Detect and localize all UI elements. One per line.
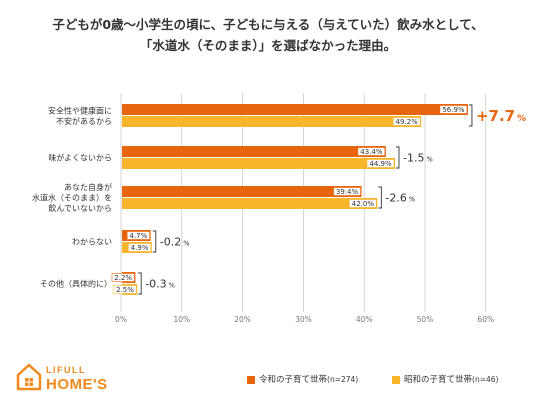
data-label: 2.5% bbox=[116, 286, 134, 294]
difference-label: +7.7% bbox=[476, 107, 526, 125]
data-label-box bbox=[113, 285, 137, 294]
data-label: 39.4% bbox=[336, 188, 359, 196]
x-tick-label: 60% bbox=[477, 315, 494, 324]
data-label: 4.7% bbox=[129, 232, 147, 240]
difference-bracket bbox=[378, 186, 382, 209]
data-label: 2.2% bbox=[114, 274, 132, 282]
category-label: 味がよくないから bbox=[48, 153, 112, 163]
data-label-box bbox=[349, 199, 377, 208]
difference-bracket bbox=[152, 230, 157, 253]
data-label: 44.9% bbox=[369, 160, 392, 168]
category-label: その他（具体的に） bbox=[40, 279, 112, 289]
category-label: あなた自身が bbox=[64, 182, 112, 192]
bar-reiwa bbox=[122, 146, 386, 157]
data-label: 4.9% bbox=[131, 244, 149, 252]
bar-showa bbox=[122, 198, 378, 209]
data-label-box bbox=[128, 243, 152, 252]
chart-title-line-2: 「水道水（そのまま）」を選ばなかった理由。 bbox=[139, 38, 397, 53]
x-tick-label: 40% bbox=[356, 315, 373, 324]
category-label: わからない bbox=[72, 238, 112, 247]
difference-label: -2.6% bbox=[385, 191, 415, 204]
data-label-box bbox=[111, 273, 135, 282]
data-label-box bbox=[126, 231, 150, 240]
data-label: 56.9% bbox=[442, 106, 465, 114]
chart-title-line-1: 子どもが0歳〜小学生の頃に、子どもに与える（与えていた）飲み水として、 bbox=[52, 17, 484, 32]
data-label: 43.4% bbox=[360, 148, 383, 156]
data-label: 49.2% bbox=[396, 118, 419, 126]
bar-showa bbox=[122, 158, 395, 169]
x-tick-label: 0% bbox=[115, 315, 127, 324]
bar-reiwa bbox=[122, 186, 362, 197]
category-label: 不安があるから bbox=[56, 116, 112, 126]
house-icon bbox=[16, 363, 42, 391]
data-label-box bbox=[366, 159, 395, 168]
x-tick-label: 50% bbox=[417, 315, 434, 324]
difference-bracket bbox=[138, 272, 142, 295]
difference-bracket bbox=[468, 104, 473, 127]
lifull-homes-logo: LIFULL HOME'S bbox=[16, 363, 108, 393]
logo-text-homes: HOME'S bbox=[46, 376, 108, 393]
category-label: 安全性や健康面に bbox=[48, 105, 112, 115]
x-tick-label: 20% bbox=[234, 315, 251, 324]
data-label: 42.0% bbox=[352, 200, 375, 208]
data-label-box bbox=[333, 187, 361, 196]
data-label-box bbox=[439, 105, 468, 114]
difference-label: -0.3% bbox=[145, 277, 175, 290]
chart-title: 子どもが0歳〜小学生の頃に、子どもに与える（与えていた）飲み水として、 「水道水… bbox=[0, 14, 536, 56]
difference-label: -1.5% bbox=[403, 151, 433, 164]
data-label-box bbox=[357, 147, 386, 156]
x-tick-label: 10% bbox=[173, 315, 190, 324]
bar-showa bbox=[122, 116, 422, 127]
x-tick-label: 30% bbox=[295, 315, 312, 324]
difference-label: -0.2% bbox=[160, 235, 190, 248]
category-label: 水道水（そのまま）を bbox=[32, 193, 112, 203]
data-label-box bbox=[392, 117, 421, 126]
difference-bracket bbox=[395, 146, 400, 169]
bar-reiwa bbox=[122, 104, 468, 115]
logo-text-lifull: LIFULL bbox=[46, 365, 86, 375]
category-label: 飲んでいないから bbox=[48, 203, 112, 213]
